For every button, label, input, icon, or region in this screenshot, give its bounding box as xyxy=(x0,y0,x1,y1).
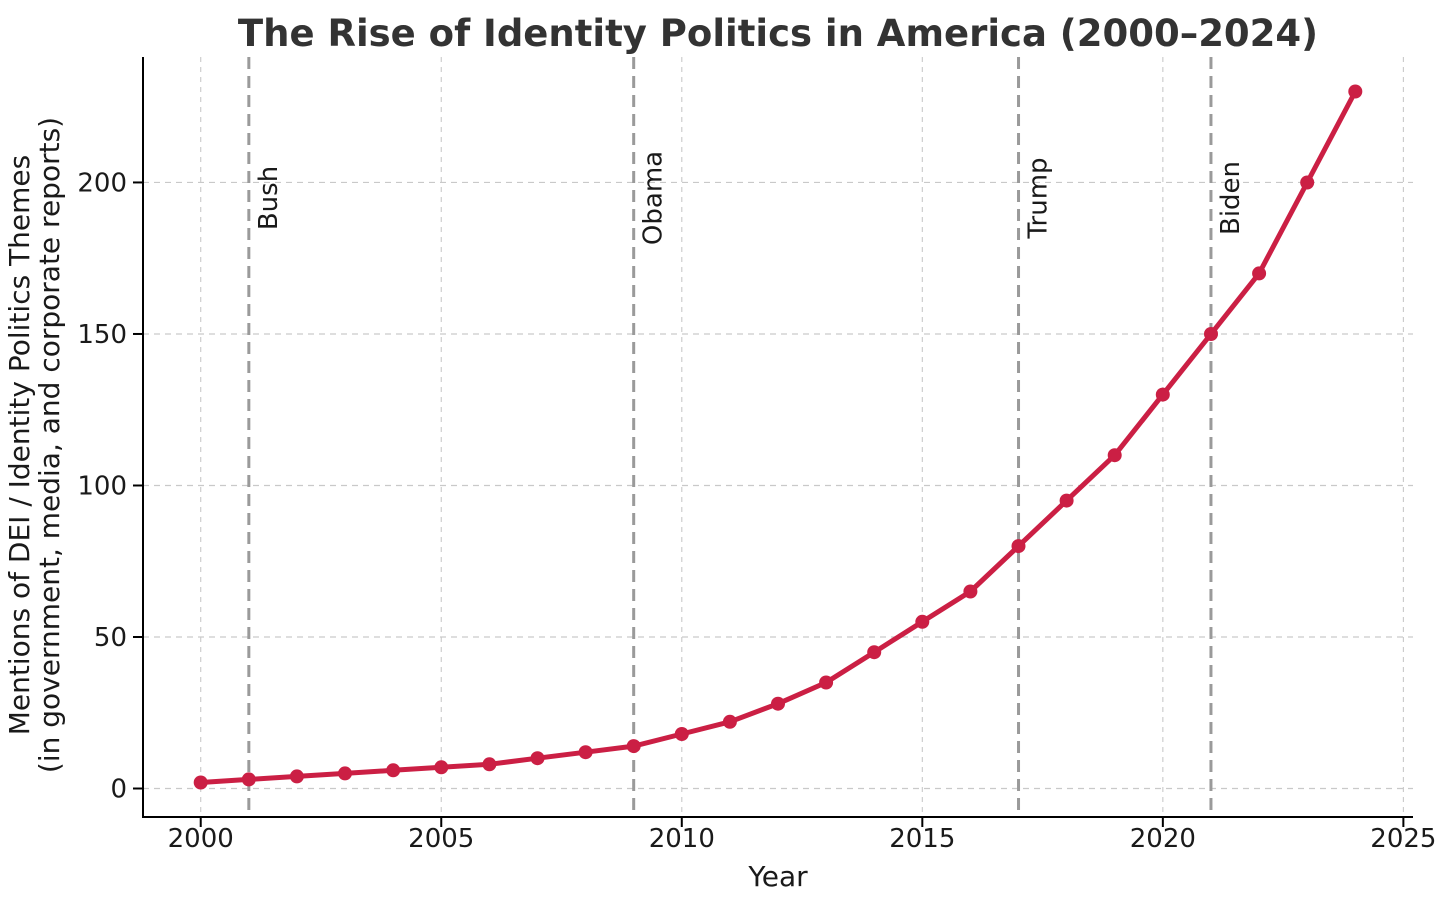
data-point-2007 xyxy=(530,751,545,766)
axes-layer: 2000 2005 2010 2015 2020 2025 0 50 100 150 200 xyxy=(77,57,1436,854)
data-point-2016 xyxy=(963,584,978,599)
data-point-2018 xyxy=(1059,493,1074,508)
president-label-bush: Bush xyxy=(254,166,284,230)
data-point-2012 xyxy=(771,696,785,711)
president-label-biden: Biden xyxy=(1216,161,1246,235)
data-point-2017 xyxy=(1011,539,1026,554)
y-tick-label-100: 100 xyxy=(77,471,127,501)
president-label-trump: Trump xyxy=(1024,157,1054,239)
x-tick-label-2025: 2025 xyxy=(1370,824,1436,854)
data-point-2022 xyxy=(1252,266,1267,281)
president-label-obama: Obama xyxy=(639,151,669,245)
x-axis-label: Year xyxy=(747,860,808,893)
president-annotations-layer: Bush Obama Trump Biden xyxy=(247,57,1246,817)
x-tick-label-2000: 2000 xyxy=(168,824,234,854)
y-tick-label-50: 50 xyxy=(94,623,127,653)
y-tick-label-200: 200 xyxy=(77,168,127,198)
y-tick-label-0: 0 xyxy=(110,775,127,805)
data-point-2019 xyxy=(1107,448,1122,463)
x-tick-label-2005: 2005 xyxy=(408,824,474,854)
data-point-2000 xyxy=(193,775,208,790)
data-point-2003 xyxy=(338,766,352,781)
x-tick-label-2010: 2010 xyxy=(649,824,715,854)
chart-title: The Rise of Identity Politics in America… xyxy=(238,12,1318,55)
data-line xyxy=(198,89,1358,785)
data-point-2024 xyxy=(1348,84,1363,99)
x-tick-label-2015: 2015 xyxy=(889,824,955,854)
y-axis-label-line1: Mentions of DEI / Identity Politics Them… xyxy=(3,155,36,735)
data-point-2009 xyxy=(626,739,641,754)
data-point-2008 xyxy=(578,745,593,760)
data-point-2021 xyxy=(1204,327,1218,341)
data-point-2023 xyxy=(1300,175,1315,190)
gridlines-layer xyxy=(143,57,1413,817)
data-point-2020 xyxy=(1155,387,1170,402)
y-axis-label-line2: (in government, media, and corporate rep… xyxy=(33,117,66,773)
data-point-2011 xyxy=(722,714,737,729)
data-point-2015 xyxy=(915,614,930,629)
data-point-2001 xyxy=(241,772,256,787)
series-layer xyxy=(193,84,1363,790)
data-point-2004 xyxy=(386,763,401,778)
data-point-2010 xyxy=(674,727,689,741)
data-point-2014 xyxy=(867,645,882,660)
data-point-2006 xyxy=(482,757,497,772)
x-tick-label-2020: 2020 xyxy=(1130,824,1196,854)
data-point-2005 xyxy=(434,760,449,775)
data-point-2002 xyxy=(289,769,304,784)
data-point-2013 xyxy=(819,675,834,690)
y-tick-label-150: 150 xyxy=(77,320,127,350)
